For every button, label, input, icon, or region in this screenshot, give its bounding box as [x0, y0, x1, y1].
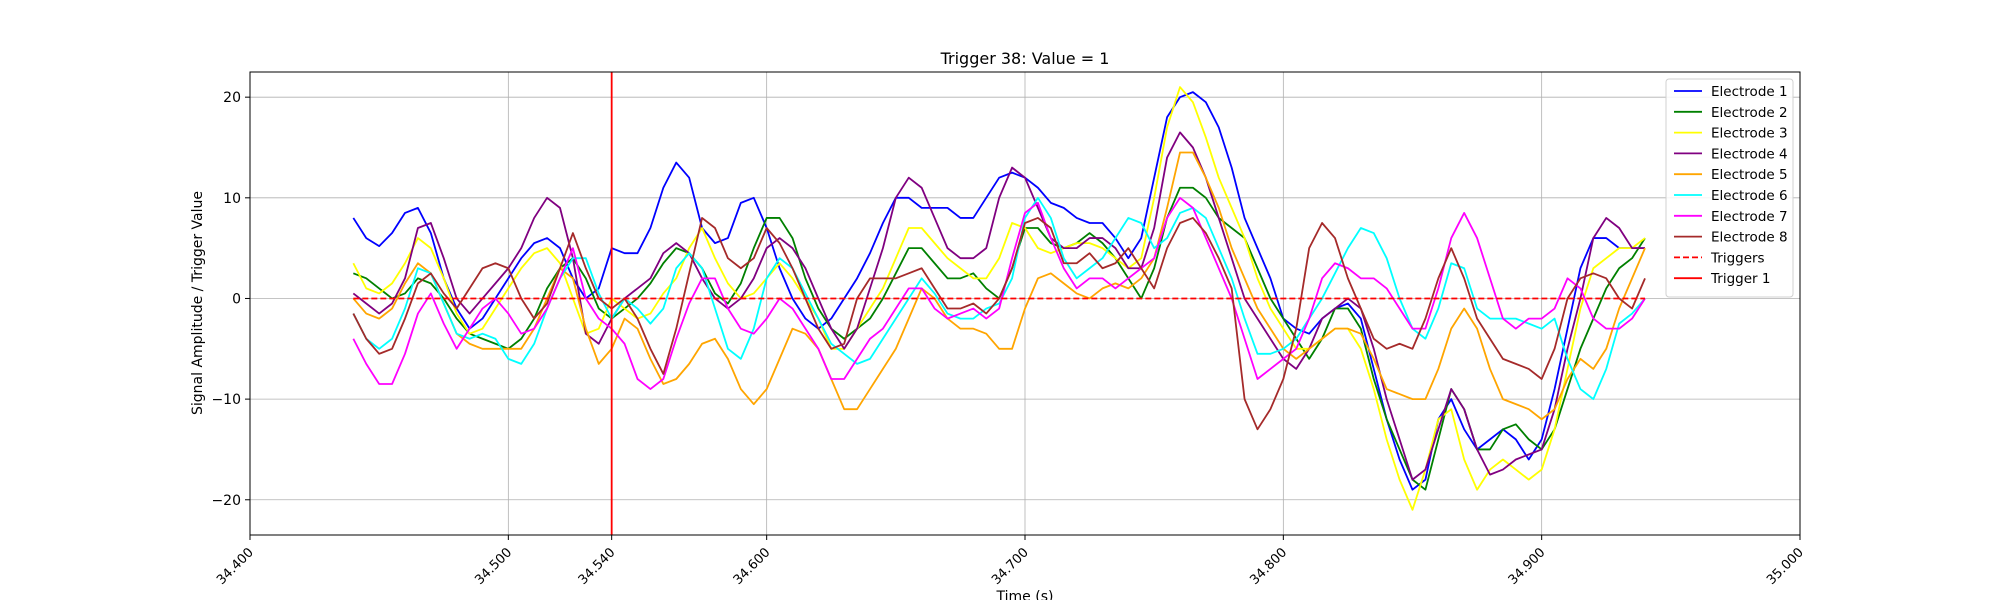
y-tick-label: −10 [211, 392, 241, 408]
chart-title: Trigger 38: Value = 1 [940, 49, 1110, 68]
series-line-electrode-1 [352, 91, 1645, 491]
series-line-electrode-5 [352, 151, 1646, 421]
y-axis-label: Signal Amplitude / Trigger Value [190, 191, 206, 415]
series-line-electrode-6 [352, 196, 1646, 401]
y-ticks: −20 −10 0 10 20 [211, 90, 250, 509]
legend-label: Trigger 1 [1710, 271, 1770, 287]
series-line-electrode-4 [352, 131, 1645, 481]
legend-label: Triggers [1710, 250, 1765, 266]
legend-label: Electrode 4 [1711, 146, 1788, 162]
legend-label: Electrode 5 [1711, 167, 1788, 183]
x-axis-label: Time (s) [996, 589, 1054, 600]
series-line-electrode-7 [352, 196, 1646, 390]
legend-label: Electrode 7 [1711, 209, 1788, 225]
legend-label: Electrode 3 [1711, 126, 1788, 142]
y-tick-label: 10 [223, 191, 241, 207]
y-tick-label: 20 [223, 90, 241, 106]
series-line-electrode-8 [352, 217, 1646, 431]
legend-label: Electrode 1 [1711, 84, 1788, 100]
y-tick-label: −20 [211, 493, 241, 509]
legend-label: Electrode 2 [1711, 105, 1788, 121]
legend: Electrode 1 Electrode 2 Electrode 3 Electro… [1665, 78, 1794, 298]
y-tick-label: 0 [232, 291, 241, 307]
legend-label: Electrode 8 [1711, 230, 1788, 246]
series-line-electrode-3 [352, 86, 1646, 511]
legend-label: Electrode 6 [1711, 188, 1788, 204]
series-layer [352, 72, 1646, 535]
